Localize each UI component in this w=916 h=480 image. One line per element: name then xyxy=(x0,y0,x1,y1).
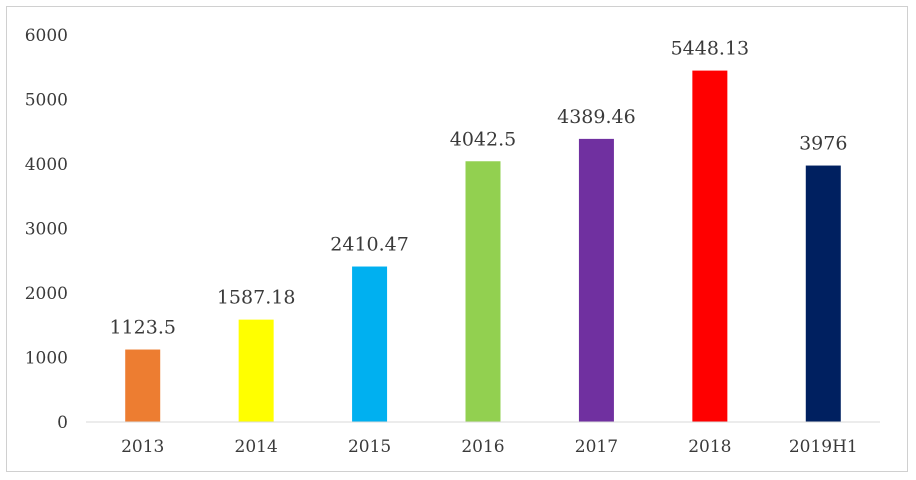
data-label-2014: 1587.18 xyxy=(217,287,296,309)
x-tick-label-2015: 2015 xyxy=(348,437,391,457)
x-axis-ticks: 2013 2014 2015 2016 2017 2018 2019H1 xyxy=(121,437,858,457)
y-tick-label: 5000 xyxy=(25,91,68,111)
x-tick-label-2017: 2017 xyxy=(575,437,618,457)
bar-2013 xyxy=(125,349,161,422)
bar-2017 xyxy=(578,138,614,423)
x-tick-label-2014: 2014 xyxy=(235,437,278,457)
y-tick-label: 0 xyxy=(57,413,68,433)
bars xyxy=(125,70,841,423)
bar-2016 xyxy=(465,161,501,423)
x-tick-label-2019h1: 2019H1 xyxy=(789,437,858,457)
bar-2018 xyxy=(692,70,728,422)
data-label-2013: 1123.5 xyxy=(109,317,175,339)
data-label-2015: 2410.47 xyxy=(330,234,409,256)
bar-2019h1 xyxy=(805,165,841,422)
bar-2014 xyxy=(238,319,274,422)
y-axis-ticks: 0 1000 2000 3000 4000 5000 6000 xyxy=(25,26,68,433)
y-tick-label: 2000 xyxy=(25,284,68,304)
x-tick-label-2018: 2018 xyxy=(688,437,731,457)
data-labels: 1123.5 1587.18 2410.47 4042.5 4389.46 5448.13… xyxy=(109,38,847,339)
data-label-2016: 4042.5 xyxy=(450,128,516,150)
data-label-2018: 5448.13 xyxy=(671,38,750,60)
data-label-2019h1: 3976 xyxy=(799,133,847,155)
x-tick-label-2013: 2013 xyxy=(121,437,164,457)
x-tick-label-2016: 2016 xyxy=(461,437,504,457)
y-tick-label: 1000 xyxy=(25,349,68,369)
y-tick-label: 6000 xyxy=(25,26,68,46)
data-label-2017: 4389.46 xyxy=(557,106,636,128)
y-tick-label: 3000 xyxy=(25,220,68,240)
y-tick-label: 4000 xyxy=(25,155,68,175)
bar-2015 xyxy=(352,266,388,422)
